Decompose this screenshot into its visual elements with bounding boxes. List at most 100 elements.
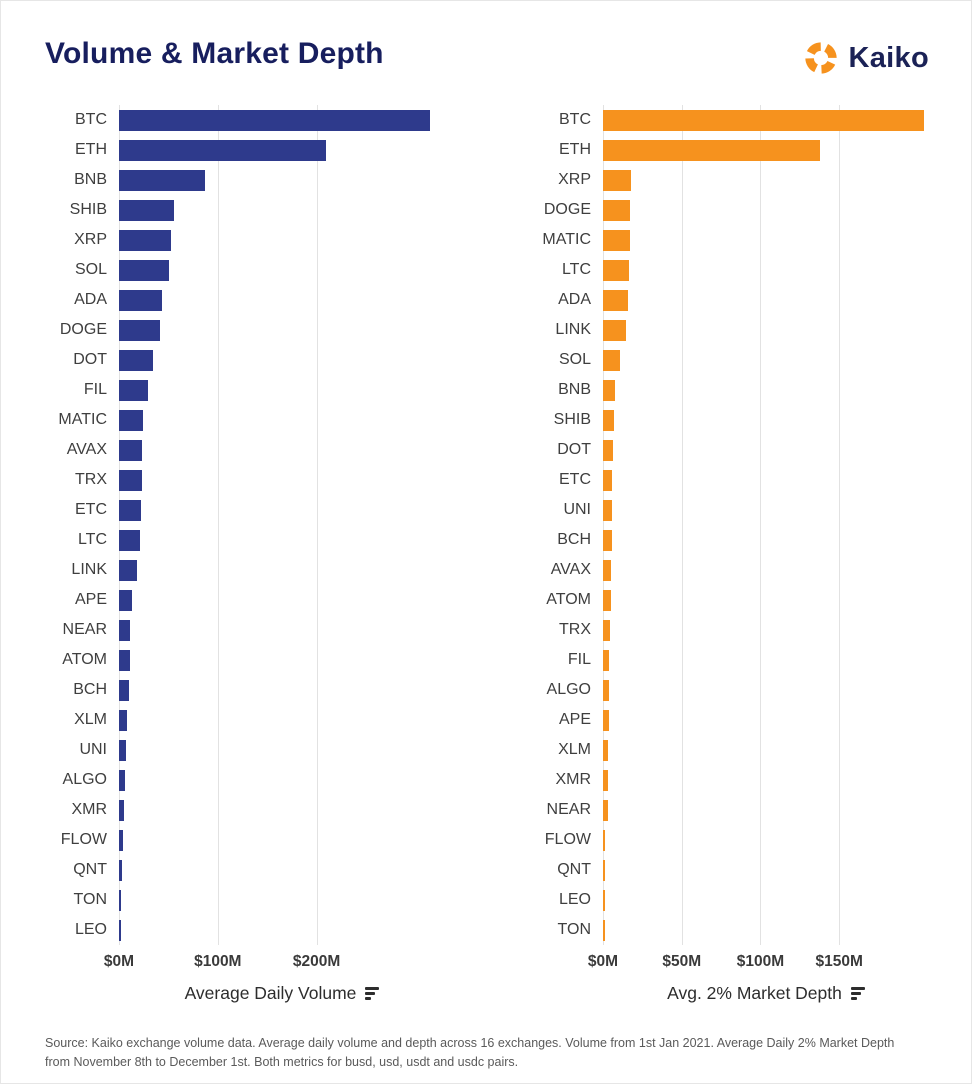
brand-name: Kaiko	[848, 41, 929, 74]
bar	[119, 499, 141, 521]
bar-label: AVAX	[66, 441, 107, 458]
bar-row	[603, 765, 929, 795]
bar	[603, 499, 613, 521]
bar	[119, 379, 148, 401]
kaiko-logo-icon	[802, 39, 840, 77]
bar-label: APE	[74, 591, 107, 608]
bar	[603, 349, 621, 371]
chart-body: BTC ETH XRP DOGE MATIC LTC ADA LINK SOL BNB SHIB DO…	[529, 105, 929, 945]
bar-label: FLOW	[60, 831, 107, 848]
bar-row	[603, 375, 929, 405]
bar-label: XLM	[74, 711, 107, 728]
bar	[119, 169, 205, 191]
tick-label: $0M	[587, 953, 619, 970]
bar-label: SHIB	[69, 201, 107, 218]
bar-row	[119, 225, 445, 255]
bar	[119, 289, 163, 311]
bar-row	[603, 705, 929, 735]
bar-label: BNB	[558, 381, 591, 398]
bar	[603, 859, 606, 881]
bar	[119, 139, 327, 161]
bar-label: NEAR	[62, 621, 107, 638]
bar-label: ATOM	[546, 591, 591, 608]
bar	[119, 259, 170, 281]
bar	[603, 319, 626, 341]
bar	[603, 229, 630, 251]
bar-row	[603, 675, 929, 705]
bar	[603, 289, 629, 311]
bar	[603, 799, 608, 821]
bar	[119, 649, 130, 671]
bar-row	[119, 495, 445, 525]
bar-label: LTC	[561, 261, 591, 278]
page-title: Volume & Market Depth	[45, 37, 384, 70]
bar	[603, 529, 612, 551]
bar-label: SHIB	[553, 411, 591, 428]
bar-label: LINK	[555, 321, 591, 338]
bar	[603, 619, 611, 641]
bar-label: TRX	[75, 471, 107, 488]
bar-row	[119, 525, 445, 555]
bar	[603, 379, 615, 401]
bar-label: ETH	[75, 141, 107, 158]
bar-label: BCH	[73, 681, 107, 698]
bar	[119, 859, 123, 881]
bar-row	[119, 345, 445, 375]
bar-label: FIL	[567, 651, 591, 668]
bar-row	[119, 405, 445, 435]
sort-icon[interactable]	[365, 987, 380, 1000]
bar-label: FIL	[83, 381, 107, 398]
bar-label: DOT	[73, 351, 107, 368]
bar	[119, 889, 121, 911]
header: Volume & Market Depth Kaiko	[45, 37, 929, 77]
bar-row	[603, 795, 929, 825]
chart-body: BTC ETH BNB SHIB XRP SOL ADA DOGE DOT FIL MATIC AVA…	[45, 105, 445, 945]
bar-row	[119, 735, 445, 765]
gridline	[119, 105, 120, 945]
bar	[119, 469, 142, 491]
bar-label: APE	[558, 711, 591, 728]
bar-label: ADA	[74, 291, 107, 308]
bar-label: TRX	[559, 621, 591, 638]
bar-row	[603, 615, 929, 645]
tick-label: $50M	[662, 953, 702, 970]
bar-row	[603, 225, 929, 255]
bar-row	[603, 825, 929, 855]
bar	[119, 769, 126, 791]
bar-row	[119, 165, 445, 195]
bar-row	[119, 585, 445, 615]
bar	[603, 739, 609, 761]
bar-row	[119, 615, 445, 645]
bar	[119, 409, 143, 431]
bar-label: FLOW	[544, 831, 591, 848]
bar-row	[119, 315, 445, 345]
bar-row	[119, 555, 445, 585]
sort-icon[interactable]	[850, 987, 865, 1000]
bar-row	[603, 135, 929, 165]
x-axis-title-row: Average Daily Volume	[119, 983, 445, 1004]
bar	[119, 529, 140, 551]
bar-label: ETC	[75, 501, 107, 518]
bar-row	[603, 315, 929, 345]
bar	[603, 829, 606, 851]
bar-label: TON	[557, 921, 591, 938]
bar-row	[119, 435, 445, 465]
bar-label: LEO	[558, 891, 591, 908]
bar-row	[119, 195, 445, 225]
tick-label: $200M	[292, 953, 341, 970]
bar-row	[119, 135, 445, 165]
bar	[119, 679, 129, 701]
bar-row	[119, 675, 445, 705]
bar-row	[603, 855, 929, 885]
bar-row	[603, 495, 929, 525]
bar-row	[119, 825, 445, 855]
x-axis-title: Avg. 2% Market Depth	[667, 983, 842, 1003]
gridline	[603, 105, 604, 945]
bar-row	[119, 855, 445, 885]
bar	[603, 559, 611, 581]
bar	[603, 199, 630, 221]
bar-row	[603, 885, 929, 915]
bar-label: UNI	[563, 501, 591, 518]
bar	[603, 409, 615, 431]
bar-label: MATIC	[542, 231, 591, 248]
